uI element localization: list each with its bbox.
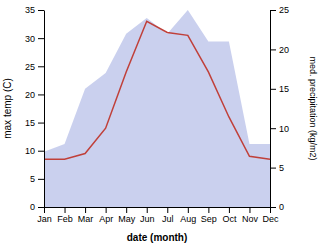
plot-root: JanFebMarAprMayJunJulAugSepOctNovDec0510… [25, 5, 289, 224]
tick-mark [270, 168, 276, 169]
tick-label: Aug [180, 214, 196, 224]
tick: 20 [25, 90, 44, 100]
y2-axis: 0 5 10 15 20 25 [270, 5, 289, 212]
tick-label: 20 [279, 45, 289, 55]
tick-label: Oct [222, 214, 237, 224]
x-axis-title: date (month) [127, 232, 188, 243]
axis-domain [44, 11, 45, 208]
marks [44, 10, 270, 207]
tick: 0 [30, 202, 44, 212]
tick-mark [147, 207, 148, 213]
tick-label: 10 [25, 146, 35, 156]
tick-label: 35 [25, 5, 35, 15]
axis-domain [45, 207, 271, 208]
tick: Jun [140, 207, 155, 224]
tick: 0 [270, 202, 284, 212]
tick-label: 10 [279, 124, 289, 134]
tick-mark [38, 94, 44, 95]
tick-label: 0 [279, 202, 284, 212]
tick-label: Jan [37, 214, 52, 224]
axis-domain [270, 11, 271, 208]
tick: 25 [270, 5, 289, 15]
tick-label: 20 [25, 90, 35, 100]
tick-mark [38, 66, 44, 67]
tick-mark [270, 89, 276, 90]
tick-mark [270, 128, 276, 129]
tick-mark [167, 207, 168, 213]
tick-mark [229, 207, 230, 213]
tick-mark [126, 207, 127, 213]
tick: 10 [270, 124, 289, 134]
tick-mark [270, 49, 276, 50]
tick-label: 25 [279, 5, 289, 15]
tick: 35 [25, 5, 44, 15]
y-axis-title: max temp (C) [2, 78, 13, 139]
tick: 30 [25, 34, 44, 44]
tick-mark [270, 10, 276, 11]
tick-mark [38, 179, 44, 180]
tick-mark [38, 38, 44, 39]
tick-mark [38, 10, 44, 11]
line [44, 21, 270, 159]
tick: Sep [201, 207, 217, 224]
tick-label: Nov [242, 214, 259, 224]
tick: Jul [162, 207, 174, 224]
tick-label: 30 [25, 34, 35, 44]
tick: Dec [262, 207, 279, 224]
y2-axis-title: med. precipitation (kg/m2) [308, 56, 318, 160]
tick-label: 5 [279, 163, 284, 173]
tick: 20 [270, 45, 289, 55]
tick-mark [249, 207, 250, 213]
tick-label: Jul [162, 214, 174, 224]
tick-mark [208, 207, 209, 213]
tick-label: 15 [279, 84, 289, 94]
tick: Mar [78, 207, 94, 224]
tick-mark [38, 123, 44, 124]
tick: 15 [270, 84, 289, 94]
tick: May [118, 207, 136, 224]
y-axis: 0 5 10 15 20 25 30 35 [25, 5, 45, 212]
tick-mark [85, 207, 86, 213]
tick-mark [38, 151, 44, 152]
tick: Oct [222, 207, 237, 224]
x-axis: Jan Feb Mar Apr May Jun Jul Aug Sep Oct NovDec [37, 207, 279, 224]
chart: JanFebMarAprMayJunJulAugSepOctNovDec0510… [0, 0, 318, 247]
tick: Nov [242, 207, 259, 224]
tick-label: Feb [57, 214, 73, 224]
tick: Feb [57, 207, 73, 224]
tick: 15 [25, 118, 44, 128]
tick-mark [65, 207, 66, 213]
area [44, 10, 270, 207]
tick: Apr [99, 207, 113, 224]
tick: Jan [37, 207, 52, 224]
tick: 5 [270, 163, 284, 173]
tick-label: Dec [262, 214, 279, 224]
tick-label: Jun [140, 214, 155, 224]
tick-label: 25 [25, 62, 35, 72]
tick-label: 0 [30, 202, 35, 212]
tick-mark [38, 207, 44, 208]
tick-mark [270, 207, 276, 208]
tick-label: 5 [30, 174, 35, 184]
tick-mark [106, 207, 107, 213]
tick-label: Apr [99, 214, 113, 224]
tick: 25 [25, 62, 44, 72]
tick: Aug [180, 207, 196, 224]
tick-label: May [118, 214, 136, 224]
tick: 5 [30, 174, 44, 184]
tick-label: Mar [78, 214, 94, 224]
tick-mark [44, 207, 45, 213]
tick: 10 [25, 146, 44, 156]
tick-mark [188, 207, 189, 213]
tick-label: 15 [25, 118, 35, 128]
tick-label: Sep [201, 214, 217, 224]
